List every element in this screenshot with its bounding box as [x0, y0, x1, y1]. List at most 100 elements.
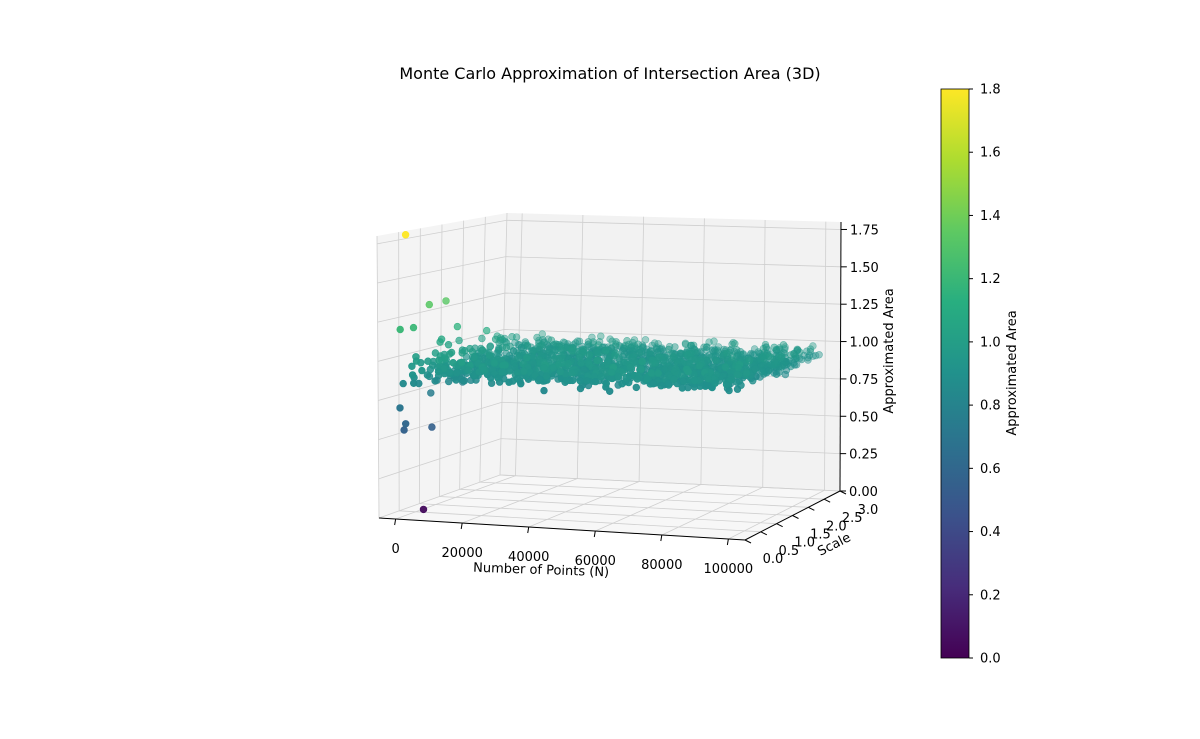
x-tick-mark [394, 518, 397, 526]
y-tick-mark [792, 515, 799, 519]
data-point [576, 377, 584, 385]
data-point [659, 356, 667, 365]
data-point [544, 345, 552, 353]
colorbar-tick-label: 0.0 [980, 652, 1001, 667]
data-point [712, 356, 720, 365]
data-point [429, 361, 437, 369]
data-point [409, 323, 418, 332]
colorbar-tick-label: 1.0 [980, 335, 1001, 350]
colorbar-tick-label: 0.8 [980, 399, 1001, 414]
data-point [401, 231, 410, 239]
data-point [458, 349, 466, 357]
data-point [505, 367, 514, 375]
data-point [585, 351, 594, 360]
data-point [399, 379, 407, 388]
data-point [815, 351, 823, 359]
data-point [671, 343, 679, 351]
data-point [681, 340, 690, 348]
data-point [486, 343, 494, 351]
data-point [418, 366, 426, 375]
data-point [637, 365, 645, 373]
data-point [536, 375, 544, 383]
data-point [608, 374, 616, 383]
z-tick-label: 1.00 [850, 336, 879, 351]
data-point [408, 362, 416, 370]
z-tick-label: 1.25 [850, 298, 879, 313]
data-point [676, 350, 685, 358]
data-point [478, 346, 487, 354]
data-point [790, 350, 798, 358]
data-point [470, 353, 478, 362]
data-point [483, 326, 491, 335]
x-tick-mark [660, 534, 663, 542]
data-point [711, 379, 719, 387]
data-point [434, 367, 443, 376]
data-point [731, 340, 739, 348]
data-point [594, 341, 603, 349]
data-point [623, 337, 631, 345]
chart-title: Monte Carlo Approximation of Intersectio… [399, 64, 821, 83]
x-tick-label: 80000 [641, 558, 682, 573]
data-point [772, 370, 781, 378]
x-tick-mark [527, 526, 530, 534]
data-point [568, 347, 576, 355]
data-point [400, 426, 408, 434]
y-tick-mark [808, 506, 815, 511]
data-point [513, 374, 522, 383]
y-tick-label: 0.5 [778, 544, 799, 559]
data-point [723, 349, 731, 357]
data-point [664, 379, 673, 387]
data-point [410, 379, 418, 387]
data-point [804, 354, 812, 362]
data-point [480, 365, 488, 374]
data-point [449, 359, 457, 367]
data-point [650, 339, 659, 347]
x-tick-label: 20000 [442, 546, 483, 561]
data-point [626, 363, 634, 371]
data-point [494, 374, 502, 382]
data-point [758, 367, 766, 375]
x-axis-line [378, 517, 746, 541]
data-point [777, 353, 786, 361]
data-point [542, 372, 551, 380]
data-point [564, 359, 572, 368]
data-point [583, 377, 591, 385]
y-tick-label: 1.0 [794, 536, 815, 551]
data-point [733, 370, 741, 379]
data-point [594, 349, 602, 357]
z-tick-label: 0.50 [849, 410, 878, 425]
data-point [568, 376, 577, 385]
data-point [577, 359, 585, 367]
axis-lines [378, 221, 847, 546]
grid-line-z [377, 256, 841, 284]
data-point [781, 370, 790, 379]
colorbar-tick-label: 1.6 [980, 146, 1001, 161]
grid-line-z [378, 401, 841, 441]
data-point [618, 380, 626, 388]
y-tick-mark [760, 531, 768, 536]
data-point [647, 369, 656, 377]
x-tick-label: 40000 [508, 550, 549, 565]
grid-line-z [378, 474, 841, 519]
grid-line-z [377, 329, 841, 362]
data-point [725, 386, 733, 395]
data-point [806, 345, 815, 353]
data-point [520, 367, 528, 375]
data-point [485, 351, 494, 359]
data-point [700, 343, 708, 351]
y-tick-mark [744, 539, 752, 544]
data-point [445, 377, 453, 386]
tick-labels: 0 20000 40000 60000 80000 1000000.00.51.01.52… [391, 223, 878, 577]
y-tick-label: 2.0 [826, 519, 847, 534]
data-point [635, 349, 644, 357]
data-point [408, 371, 417, 379]
data-point [684, 367, 692, 376]
data-point [734, 363, 742, 372]
data-point [464, 366, 472, 374]
data-point [643, 375, 651, 383]
data-point [770, 343, 778, 351]
y-tick-label: 3.0 [858, 503, 879, 518]
data-point [396, 325, 404, 334]
data-point [427, 389, 435, 397]
